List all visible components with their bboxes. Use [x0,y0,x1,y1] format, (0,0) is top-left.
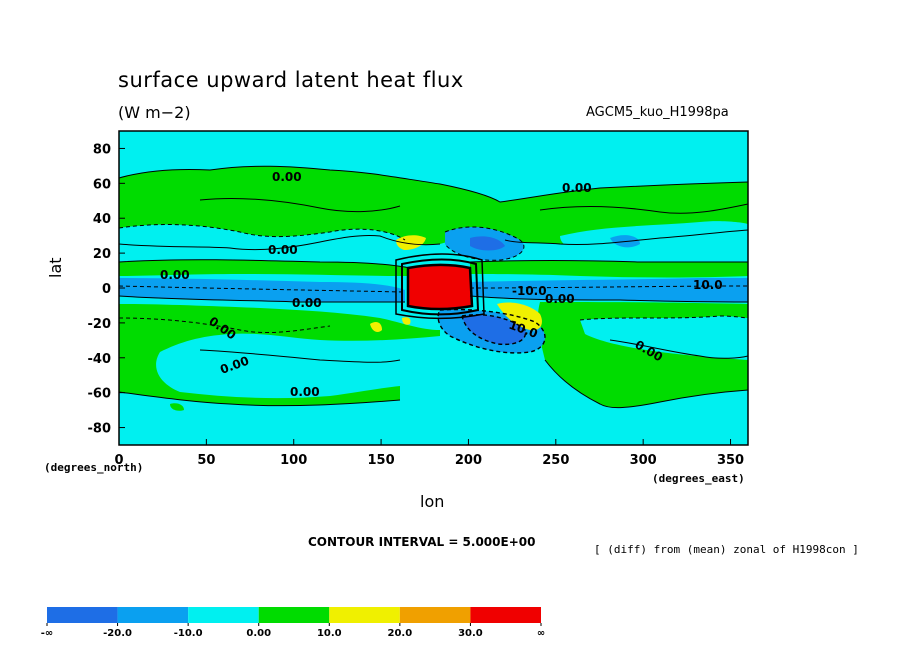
contour-label: 0.00 [160,268,190,282]
contour-line [118,295,405,303]
colorbar-swatch [470,607,541,623]
colorbar-swatch [117,607,189,623]
region-se-negative-core [462,314,526,345]
contour-line [579,315,749,321]
contour-line [118,391,401,407]
x-tick-label: 0 [114,453,123,468]
contour-label: 0.00 [268,243,298,257]
contour-label: 0.00 [562,181,592,195]
contour-label: 0.00 [292,296,322,310]
region-green-small [170,403,184,411]
contour-label: 0.00 [272,170,302,184]
chart-title: surface upward latent heat flux [118,68,464,92]
contour-line [199,197,401,213]
region-north-positive [119,166,748,250]
region-equatorial-positive [119,259,410,276]
colorbar-swatch [329,607,400,623]
contour-line [609,339,749,359]
colorbar-label: 0.00 [246,628,271,639]
diff-note: [ (diff) from (mean) zonal of H1998con ] [594,543,859,556]
y-tick-label: -20 [88,317,112,332]
y-tick-label: 20 [93,247,111,262]
contour-line [469,260,748,263]
contour-line [406,263,474,311]
x-tick-label: 50 [197,453,215,468]
colorbar: -∞ -20.0 -10.0 0.00 10.0 20.0 30.0 ∞ [41,607,545,639]
contour-line [118,224,406,241]
contour-lines [118,165,749,409]
colorbar-swatch [258,607,330,623]
contour-line [118,317,331,334]
y-tick-label: 40 [93,212,111,227]
region-south-negative-east [580,316,748,360]
y-axis: -80 -60 -40 -20 0 20 40 60 80 [88,142,125,437]
contour-line [118,165,749,203]
region-equatorial-positive-east [470,260,748,278]
contour-line [539,203,749,214]
colorbar-label: -∞ [41,628,53,639]
contour-line [199,349,401,363]
y-tick-label: 80 [93,142,111,157]
model-label: AGCM5_kuo_H1998pa [586,105,729,120]
colorbar-swatch [47,607,118,623]
chart-units: (W m−2) [118,103,191,122]
region-north-negative-3 [470,236,505,251]
y-tick-label: -40 [88,352,112,367]
region-yellow-south [370,322,382,332]
x-unit-label: (degrees_east) [652,472,745,485]
contour-line [461,314,527,346]
colorbar-label: 10.0 [317,628,342,639]
contour-line [118,285,406,293]
x-tick-label: 250 [542,453,569,468]
contour-label: -10.0 [512,284,547,298]
y-tick-label: -80 [88,422,112,437]
plot-field [119,131,748,445]
contour-line [544,359,749,409]
region-equatorial-negative [119,278,405,302]
region-yellow-south-2 [402,317,411,325]
x-axis-label: lon [420,492,445,511]
x-tick-label: 200 [455,453,482,468]
contour-line [504,229,749,246]
contour-line [401,258,480,316]
colorbar-label: -10.0 [174,628,203,639]
x-tick-label: 300 [630,453,657,468]
colorbar-swatch [188,607,259,623]
y-tick-label: 60 [93,177,111,192]
x-tick-label: 150 [368,453,395,468]
colorbar-label: -20.0 [103,628,132,639]
contour-label: 10.0 [693,278,723,292]
contour-line [469,295,749,303]
colorbar-swatch [399,607,471,623]
y-tick-label: -60 [88,387,112,402]
colorbar-label: ∞ [537,628,545,639]
x-tick-label: 100 [280,453,307,468]
y-axis-label: lat [46,257,65,278]
contour-line [395,253,485,320]
colorbar-label: 30.0 [458,628,483,639]
contour-label: 0.00 [290,385,320,399]
region-south-positive [119,304,440,406]
colorbar-label: 20.0 [388,628,413,639]
contour-line [118,235,441,251]
region-equatorial-negative-east [470,278,748,302]
x-tick-label: 350 [717,453,744,468]
y-unit-label: (degrees_north) [44,461,144,474]
region-north-negative [119,224,405,256]
contour-label: 0.00 [545,292,575,306]
contour-line [118,259,411,269]
x-axis: 0 50 100 150 200 250 300 350 [114,439,744,468]
y-tick-label: 0 [102,282,111,297]
contour-interval: CONTOUR INTERVAL = 5.000E+00 [308,535,536,549]
region-hotspot [408,265,472,309]
